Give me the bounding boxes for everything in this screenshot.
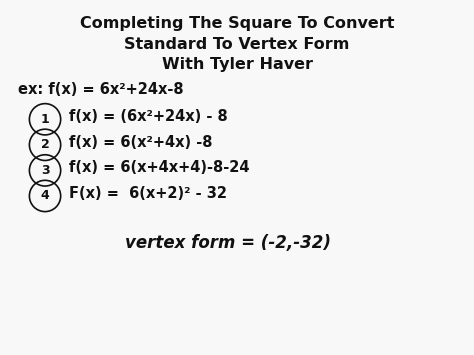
Text: 2: 2 [41, 138, 49, 151]
Text: 4: 4 [41, 190, 49, 202]
Text: 1: 1 [41, 113, 49, 126]
Text: Standard To Vertex Form: Standard To Vertex Form [124, 37, 350, 52]
Text: ex: f(x) = 6x²+24x-8: ex: f(x) = 6x²+24x-8 [18, 82, 183, 97]
Text: 3: 3 [41, 164, 49, 177]
Text: F(x) =  6(x+2)² - 32: F(x) = 6(x+2)² - 32 [69, 186, 227, 201]
Text: f(x) = 6(x²+4x) -8: f(x) = 6(x²+4x) -8 [69, 135, 212, 150]
Text: f(x) = 6(x+4x+4)-8-24: f(x) = 6(x+4x+4)-8-24 [69, 160, 249, 175]
Text: vertex form = (-2,-32): vertex form = (-2,-32) [125, 234, 330, 252]
Text: Completing The Square To Convert: Completing The Square To Convert [80, 16, 394, 31]
Text: f(x) = (6x²+24x) - 8: f(x) = (6x²+24x) - 8 [69, 109, 228, 124]
Text: With Tyler Haver: With Tyler Haver [162, 57, 312, 72]
